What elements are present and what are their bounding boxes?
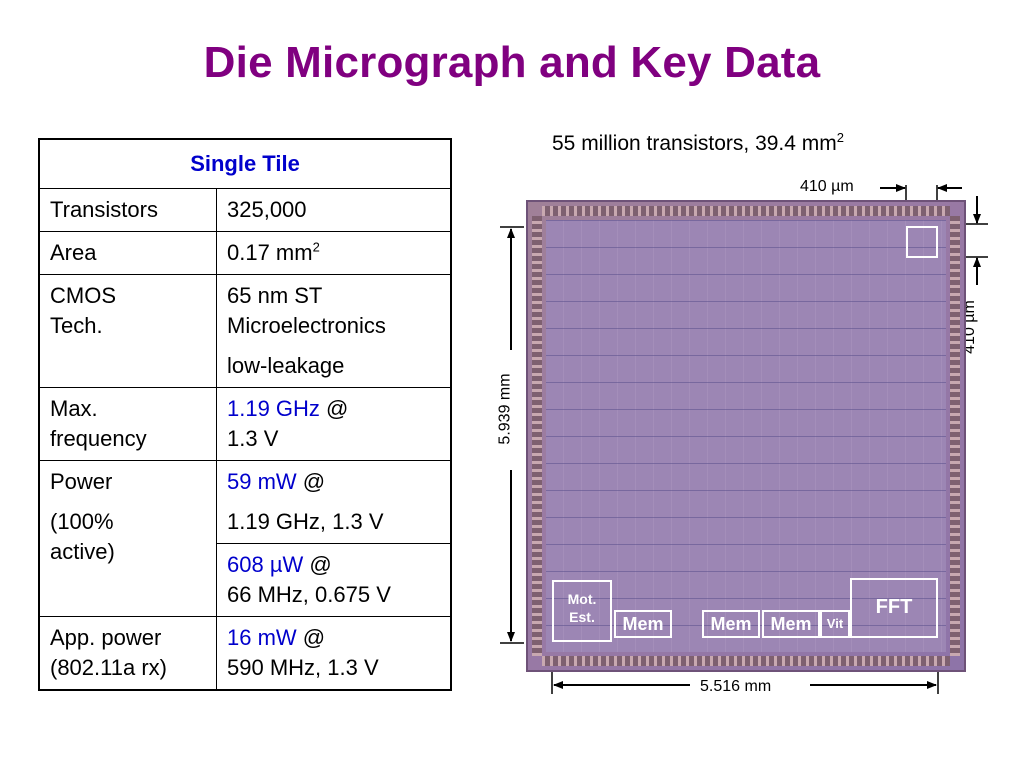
io-pads-top xyxy=(542,206,950,216)
power2-value-line2: 66 MHz, 0.675 V xyxy=(227,582,391,607)
row-label-area: Area xyxy=(38,231,217,275)
row-value-transistors: 325,000 xyxy=(216,188,452,232)
power-label-line1: Power xyxy=(50,469,113,494)
freq-value-highlight: 1.19 GHz xyxy=(227,396,320,421)
tile-array xyxy=(546,220,946,652)
table-row: Power (100% active) 59 mW @ 1.19 GHz, 1.… xyxy=(38,460,452,617)
power1-value-line2: 1.19 GHz, 1.3 V xyxy=(227,509,384,534)
freq-value-line2: 1.3 V xyxy=(227,426,279,451)
io-pads-right xyxy=(950,216,960,656)
table-row: App. power (802.11a rx) 16 mW @ 590 MHz,… xyxy=(38,616,452,691)
freq-label-line1: Max. xyxy=(50,396,98,421)
mem-block-3: Mem xyxy=(762,610,820,638)
row-label-app-power: App. power (802.11a rx) xyxy=(38,616,217,691)
row-value-power-active: 59 mW @ 1.19 GHz, 1.3 V xyxy=(216,460,452,544)
die-micrograph: Mot. Est. Mem Mem Mem Vit FFT xyxy=(526,200,966,672)
row-value-frequency: 1.19 GHz @ 1.3 V xyxy=(216,387,452,461)
die-height-label: 5.939 mm xyxy=(496,373,514,445)
area-value-text: 0.17 mm xyxy=(227,240,313,265)
cmos-label-line2: Tech. xyxy=(50,313,103,338)
mot-est-block: Mot. Est. xyxy=(552,580,612,642)
power1-value-at: @ xyxy=(296,469,326,494)
row-label-frequency: Max. frequency xyxy=(38,387,217,461)
vit-block: Vit xyxy=(820,610,850,638)
cmos-value-line1: 65 nm ST xyxy=(227,283,323,308)
row-value-cmos: 65 nm ST Microelectronics low-leakage xyxy=(216,274,452,388)
single-tile-outline xyxy=(906,226,938,258)
mem-block-1: Mem xyxy=(614,610,672,638)
app-label-line1: App. power xyxy=(50,625,162,650)
cmos-value-line3: low-leakage xyxy=(227,353,345,378)
app-value-highlight: 16 mW xyxy=(227,625,297,650)
power1-value-highlight: 59 mW xyxy=(227,469,297,494)
power2-value-highlight: 608 µW xyxy=(227,552,304,577)
key-data-table: Single Tile Transistors 325,000 Area 0.1… xyxy=(38,138,452,691)
row-value-app-power: 16 mW @ 590 MHz, 1.3 V xyxy=(216,616,452,691)
row-value-power-low: 608 µW @ 66 MHz, 0.675 V xyxy=(216,543,452,617)
power2-value-at: @ xyxy=(303,552,332,577)
freq-label-line2: frequency xyxy=(50,426,147,451)
mot-est-line1: Mot. xyxy=(567,591,597,607)
row-label-power: Power (100% active) xyxy=(38,460,217,617)
table-row: 608 µW @ 66 MHz, 0.675 V xyxy=(39,543,452,617)
cmos-label-line1: CMOS xyxy=(50,283,116,308)
table-row: Max. frequency 1.19 GHz @ 1.3 V xyxy=(38,387,452,461)
cmos-value-line2: Microelectronics xyxy=(227,313,386,338)
io-pads-bottom xyxy=(542,656,950,666)
mem-block-2: Mem xyxy=(702,610,760,638)
row-value-area: 0.17 mm2 xyxy=(216,231,452,275)
power-label-line3: active) xyxy=(50,539,115,564)
row-label-cmos: CMOS Tech. xyxy=(38,274,217,388)
table-row: Area 0.17 mm2 xyxy=(38,231,452,275)
app-value-line2: 590 MHz, 1.3 V xyxy=(227,655,379,680)
table-row: CMOS Tech. 65 nm ST Microelectronics low… xyxy=(38,274,452,388)
app-value-at: @ xyxy=(296,625,326,650)
die-caption: 55 million transistors, 39.4 mm2 xyxy=(552,130,844,156)
freq-value-at: @ xyxy=(319,396,349,421)
io-pads-left xyxy=(532,216,542,656)
die-caption-superscript: 2 xyxy=(836,130,844,145)
power-label-line2: (100% xyxy=(50,509,114,534)
app-label-line2: (802.11a rx) xyxy=(50,655,167,680)
die-width-label: 5.516 mm xyxy=(700,678,772,695)
tile-width-label: 410 µm xyxy=(800,178,854,195)
fft-block: FFT xyxy=(850,578,938,638)
die-caption-text: 55 million transistors, 39.4 mm xyxy=(552,132,837,155)
mot-est-line2: Est. xyxy=(569,609,595,626)
area-superscript: 2 xyxy=(312,239,320,255)
slide-title: Die Micrograph and Key Data xyxy=(203,38,821,87)
